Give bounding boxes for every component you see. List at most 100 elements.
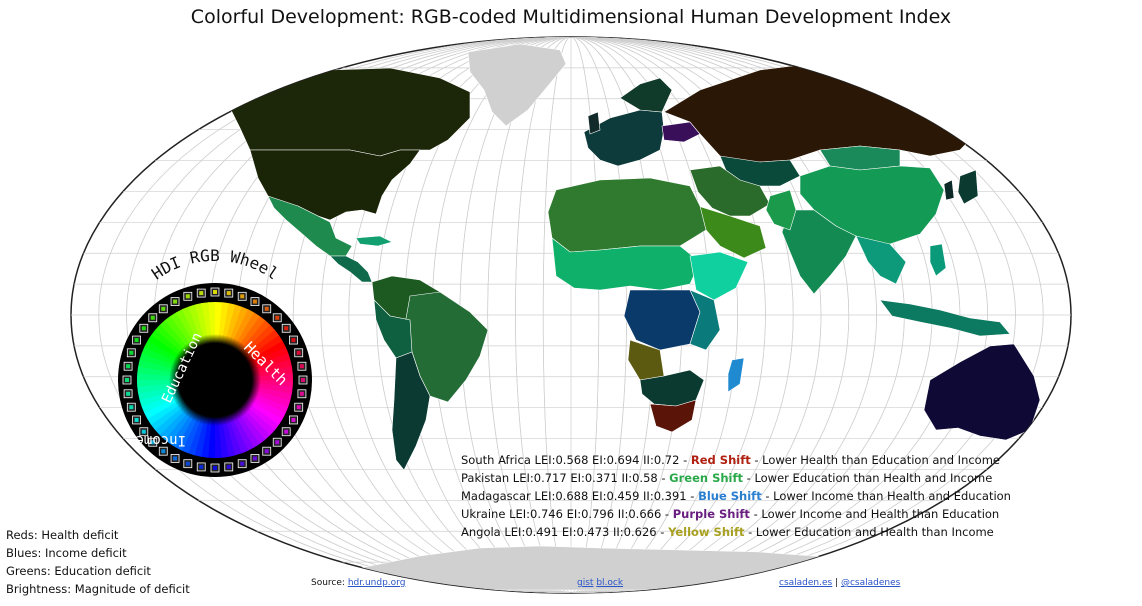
country-saudi-arabia <box>697 205 767 259</box>
example-angola: Angola LEI:0.491 EI:0.473 II:0.626 - Yel… <box>461 523 994 541</box>
footer-author: csaladen.es | @csaladenes <box>779 578 901 588</box>
wheel-swatch-color <box>173 456 178 461</box>
wheel-swatch-color <box>141 429 146 434</box>
wheel-swatch-color <box>199 464 204 469</box>
legend-item-blues: Blues: Income deficit <box>6 546 127 560</box>
wheel-swatch-color <box>125 378 129 382</box>
example-stats: South Africa LEI:0.568 EI:0.694 II:0.72 … <box>461 453 691 467</box>
twitter-link[interactable]: @csaladenes <box>840 578 901 588</box>
wheel-swatches <box>122 287 308 473</box>
gist-link[interactable]: gist <box>577 578 594 588</box>
footer: Source: hdr.undp.org gist bl.ock csalade… <box>0 578 1142 592</box>
wheel-swatch-color <box>161 449 166 454</box>
wheel-swatch-color <box>299 364 304 369</box>
wheel-swatch-color <box>226 464 231 469</box>
country-cuba <box>355 235 393 247</box>
country-greenland <box>467 43 567 127</box>
example-description: - Lower Health than Education and Income <box>750 453 1000 467</box>
wheel-swatch-color <box>126 391 131 396</box>
country-korea <box>943 179 955 201</box>
footer-source: Source: hdr.undp.org <box>311 578 406 588</box>
wheel-swatch-color <box>240 461 245 466</box>
author-link[interactable]: csaladen.es <box>779 578 833 588</box>
country-madagascar <box>727 357 745 393</box>
region-horn-of-africa <box>689 251 749 301</box>
region-middle-east <box>689 165 771 217</box>
example-pakistan: Pakistan LEI:0.717 EI:0.371 II:0.58 - Gr… <box>461 469 992 487</box>
country-japan <box>957 169 979 205</box>
country-canada <box>224 67 471 157</box>
wheel-swatch-color <box>264 449 269 454</box>
wheel-swatch-color <box>284 326 289 331</box>
wheel-swatch-color <box>264 306 269 311</box>
page-title: Colorful Development: RGB-coded Multidim… <box>190 6 952 28</box>
footer-code-links: gist bl.ock <box>577 578 623 588</box>
shift-label-purple: Purple Shift <box>672 507 750 521</box>
wheel-swatch-color <box>240 294 245 299</box>
example-description: - Lower Income than Health and Education <box>761 489 1011 503</box>
shift-label-green: Green Shift <box>669 471 743 485</box>
shift-label-blue: Blue Shift <box>698 489 762 503</box>
country-new-zealand <box>1043 445 1071 477</box>
hdi-rgb-wheel: HDI RGB Wheel Health Education Income <box>118 246 312 477</box>
meridian-line <box>348 37 794 593</box>
wheel-swatch-color <box>252 299 257 304</box>
example-description: - Lower Income and Health than Education <box>749 507 1000 521</box>
region-southeast-asia <box>855 235 907 285</box>
shift-label-yellow: Yellow Shift <box>668 525 745 539</box>
country-philippines <box>929 243 947 277</box>
wheel-swatch-color <box>296 405 301 410</box>
region-east-africa <box>689 289 721 351</box>
country-uk <box>587 111 601 135</box>
wheel-swatch-color <box>134 417 139 422</box>
source-link[interactable]: hdr.undp.org <box>347 578 406 588</box>
wheel-swatch-color <box>299 391 304 396</box>
wheel-swatch-color <box>291 417 296 422</box>
meridian-line <box>98 37 1044 593</box>
wheel-swatch-color <box>226 291 231 296</box>
blocks-link[interactable]: bl.ock <box>596 578 624 588</box>
wheel-swatch-color <box>275 440 280 445</box>
wheel-swatch-color <box>126 364 131 369</box>
country-ukraine <box>661 121 701 143</box>
wheel-swatch-color <box>185 461 190 466</box>
wheel-swatch-color <box>185 294 190 299</box>
wheel-swatch-color <box>161 306 166 311</box>
wheel-swatch-color <box>129 350 134 355</box>
wheel-swatch-color <box>301 378 305 382</box>
country-argentina <box>391 351 431 471</box>
color-legend: Reds: Health deficit Blues: Income defic… <box>6 526 190 598</box>
example-stats: Angola LEI:0.491 EI:0.473 II:0.626 - <box>461 525 669 539</box>
wheel-swatch-color <box>150 440 155 445</box>
wheel-swatch-color <box>275 315 280 320</box>
wheel-swatch-color <box>134 338 139 343</box>
wheel-swatch-color <box>129 405 134 410</box>
wheel-swatch-color <box>150 315 155 320</box>
legend-item-reds: Reds: Health deficit <box>6 528 119 542</box>
wheel-label-income: Income <box>135 432 186 448</box>
meridian-line <box>320 37 822 593</box>
wheel-swatch-color <box>284 429 289 434</box>
example-madagascar: Madagascar LEI:0.688 EI:0.459 II:0.391 -… <box>461 487 1011 505</box>
country-pakistan <box>765 189 797 231</box>
example-stats: Pakistan LEI:0.717 EI:0.371 II:0.58 - <box>461 471 670 485</box>
wheel-swatch-color <box>291 338 296 343</box>
wheel-swatch-color <box>173 299 178 304</box>
legend-item-greens: Greens: Education deficit <box>6 564 151 578</box>
region-scandinavia <box>619 77 673 113</box>
wheel-swatch-color <box>199 291 204 296</box>
wheel-swatch-color <box>141 326 146 331</box>
wheel-center <box>169 334 261 426</box>
meridian-line <box>542 37 600 593</box>
shift-label-red: Red Shift <box>690 453 751 467</box>
wheel-swatch-color <box>213 466 217 470</box>
region-north-africa <box>547 177 707 253</box>
wheel-swatch-color <box>213 290 217 294</box>
meridian-line <box>126 37 1016 593</box>
meridian-line <box>292 37 850 593</box>
country-south-africa <box>649 399 697 433</box>
example-ukraine: Ukraine LEI:0.746 EI:0.796 II:0.666 - Pu… <box>461 505 999 523</box>
country-india <box>781 209 857 295</box>
example-description: - Lower Education and Health than Income <box>744 525 994 539</box>
